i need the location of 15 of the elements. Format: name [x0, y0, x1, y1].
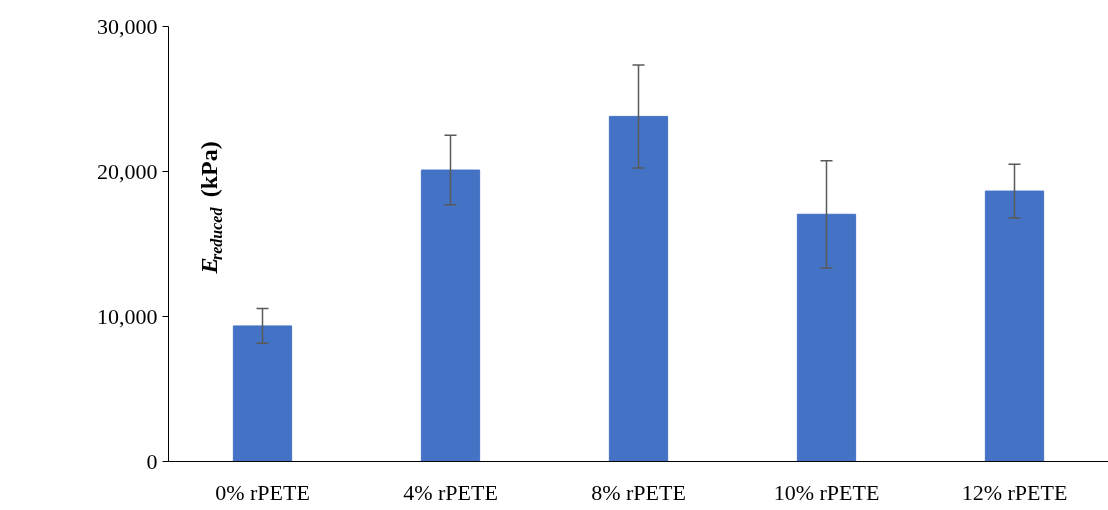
x-tick-label: 0% rPETE — [215, 479, 310, 505]
y-axis-title: Ereduced (kPa) — [195, 141, 225, 275]
y-tick-label: 30,000 — [97, 13, 158, 39]
y-tick-label: 10,000 — [97, 303, 158, 329]
x-tick-label: 8% rPETE — [591, 479, 686, 505]
x-tick-label: 10% rPETE — [773, 479, 880, 505]
y-tick-label: 0 — [146, 448, 158, 474]
x-tick-label: 12% rPETE — [961, 479, 1068, 505]
x-tick-label: 4% rPETE — [403, 479, 498, 505]
bar — [796, 213, 857, 462]
bar — [608, 115, 669, 462]
bar — [420, 169, 481, 462]
bar — [232, 325, 293, 462]
bar — [984, 190, 1045, 462]
y-tick-label: 20,000 — [97, 158, 158, 184]
